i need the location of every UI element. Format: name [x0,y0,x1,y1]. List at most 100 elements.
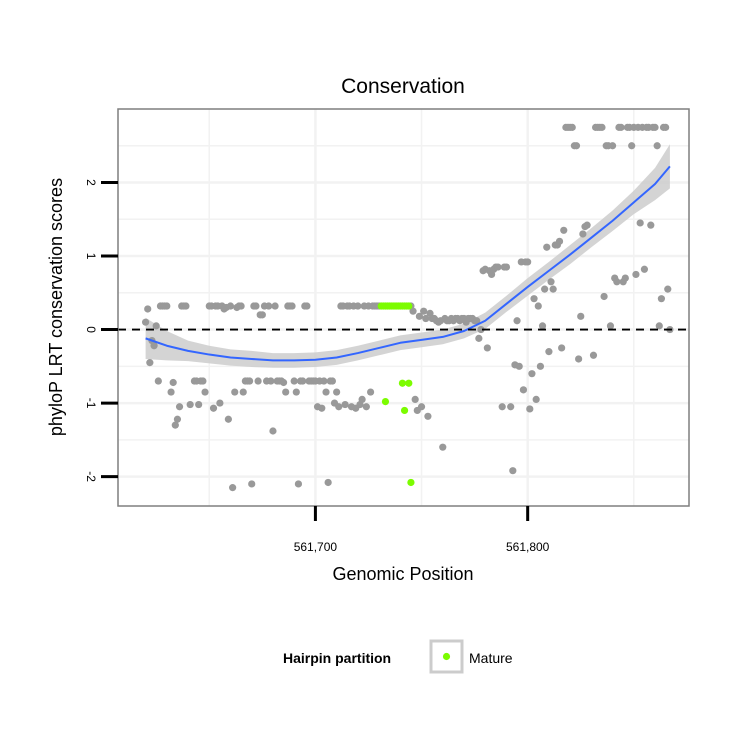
point-other [519,386,528,394]
point-other [536,362,545,370]
y-tick-label: 2 [84,179,98,186]
point-other [144,305,152,313]
point-other [568,123,576,131]
point-other [254,377,262,385]
point-other [292,388,300,396]
point-mature [407,478,415,487]
point-other [662,123,670,131]
point-other [282,388,290,396]
point-other [483,344,491,352]
point-other [216,399,224,407]
point-other [526,405,534,413]
smooth-line-layer [145,165,671,362]
point-other [598,123,606,131]
point-other [362,403,370,411]
point-other [534,302,542,310]
point-other [269,427,277,435]
point-other [664,285,672,293]
x-tick-label: 561,800 [506,540,550,554]
point-other [195,400,203,409]
point-other [279,378,288,387]
point-other [154,377,162,385]
point-other [271,302,279,310]
point-other [231,388,239,396]
point-other [560,226,568,234]
smooth-line [145,165,671,362]
confidence-band-layer [145,144,670,368]
point-other [199,377,207,385]
point-other [229,484,237,492]
point-other [320,377,328,385]
point-other [617,123,625,131]
point-other [415,312,424,320]
point-other [252,302,260,310]
point-other [632,270,640,279]
y-tick-label: -1 [84,398,98,409]
point-mature [400,406,409,415]
point-other [498,403,506,411]
point-other [303,302,311,310]
points-layer [141,123,674,492]
point-other [636,219,644,227]
point-other [248,480,256,488]
point-other [651,123,659,131]
point-other [572,142,581,150]
point-other [583,221,591,229]
point-other [186,400,194,409]
y-tick-label: 1 [84,253,98,260]
point-other [417,403,426,411]
point-other [494,263,502,271]
plot-border [117,108,690,507]
point-other [322,388,330,396]
point-other [575,355,583,363]
point-mature [405,302,413,310]
point-other [545,348,553,356]
confidence-band [145,144,670,368]
point-other [169,378,177,387]
point-other [530,295,538,303]
point-other [358,395,366,403]
point-other [424,412,432,420]
x-axis-title: Genomic Position [332,564,473,584]
point-other [265,302,273,310]
point-other [246,377,254,385]
point-other [150,342,158,350]
point-other [513,317,521,325]
point-other [589,351,598,359]
point-other [333,388,341,396]
point-other [439,443,447,451]
point-other [152,322,160,330]
point-other [258,311,266,319]
point-other [621,274,629,282]
point-other [628,142,636,150]
point-other [201,388,209,396]
legend-title: Hairpin partition [283,650,391,666]
point-other [558,344,566,352]
point-mature [398,379,407,387]
point-other [267,377,275,385]
point-other [146,359,154,367]
point-other [335,403,343,411]
point-other [477,325,485,334]
point-other [507,403,515,411]
point-other [420,307,428,315]
y-tick-label: 0 [84,326,98,333]
point-other [613,278,621,286]
legend: Hairpin partition Mature [283,639,513,674]
point-other [543,243,551,251]
point-other [541,285,549,293]
point-other [509,467,517,475]
point-other [528,370,536,378]
point-other [294,480,303,488]
plot-panel [117,108,690,507]
x-tick-label: 561,700 [294,540,338,554]
point-other [237,302,245,310]
point-other [163,302,171,310]
point-other [577,312,585,320]
point-other [640,265,649,273]
point-other [475,334,483,342]
point-other [411,395,419,403]
point-other [173,415,182,423]
point-other [366,388,375,396]
